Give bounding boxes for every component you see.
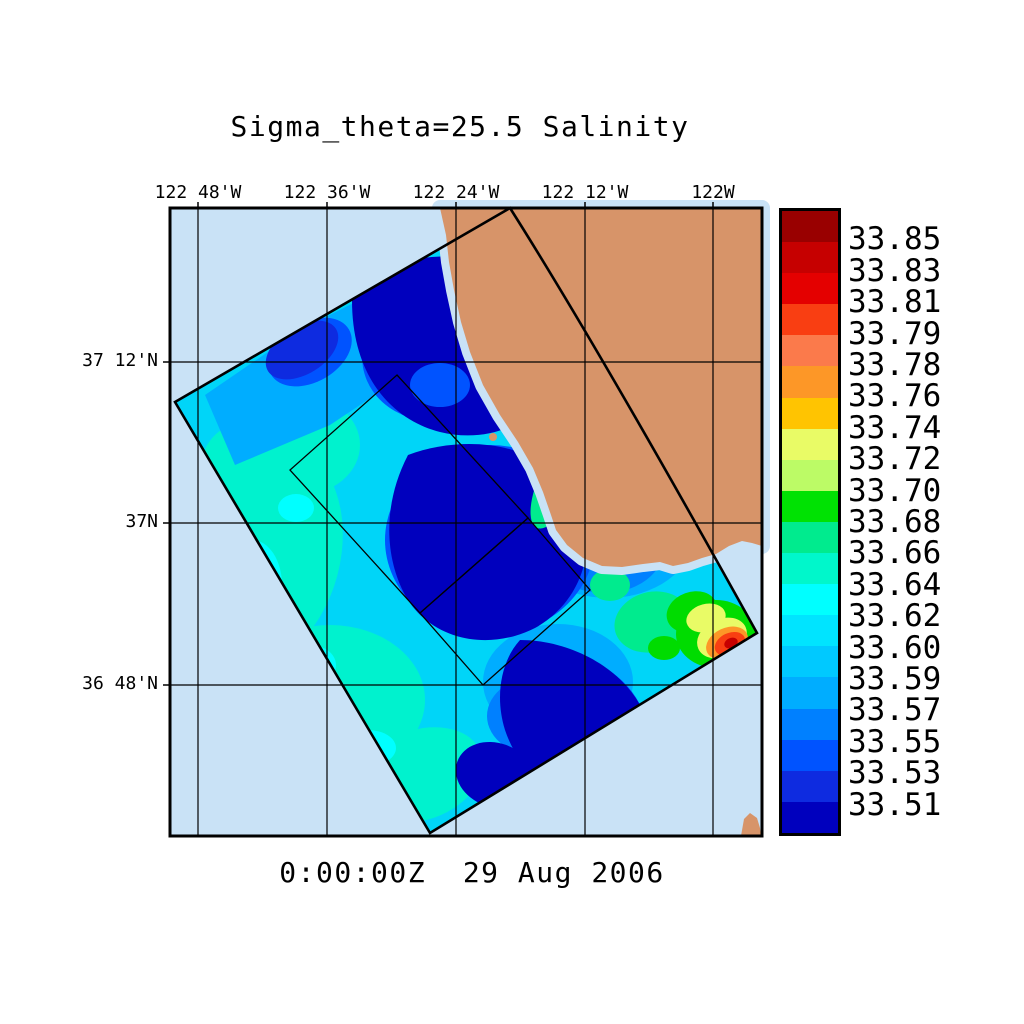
x-tick-label: 122 36'W [283,182,371,203]
colorbar-segment [782,335,838,367]
colorbar-tick-label: 33.76 [848,378,942,415]
colorbar-tick-label: 33.85 [848,221,942,258]
colorbar-tick-label: 33.51 [848,786,942,823]
x-tick-label: 122 12'W [541,182,629,203]
colorbar-tick-label: 33.55 [848,723,942,760]
colorbar-tick-label: 33.74 [848,409,942,446]
nested-domain-box-2 [419,517,591,686]
map-frame [168,206,764,838]
colorbar-segment [782,584,838,616]
colorbar-segment [782,397,838,429]
field-blob [590,569,630,601]
colorbar-segment [782,459,838,491]
colorbar-segment [782,770,838,802]
colorbar-segment [782,211,838,243]
colorbar-tick-label: 33.79 [848,315,942,352]
plot-title: Sigma_theta=25.5 Salinity [230,110,690,143]
model-domain-outline [173,206,759,835]
colorbar-tick-label: 33.57 [848,692,942,729]
colorbar-segment [782,304,838,336]
time-label: 0:00:00Z 29 Aug 2006 [279,856,665,889]
colorbar [779,208,841,836]
colorbar-segment [782,366,838,398]
y-tick-label: 37N [125,511,158,532]
colorbar-segment [782,708,838,740]
colorbar-segment [782,801,838,833]
colorbar-tick-label: 33.59 [848,661,942,697]
field-blob [648,636,680,660]
colorbar-tick-label: 33.78 [848,347,942,383]
colorbar-segment [782,615,838,647]
field-blob [278,494,314,522]
colorbar-segment [782,677,838,709]
colorbar-segment [782,739,838,771]
monterey-peninsula [741,813,761,836]
field-blob [410,363,470,407]
y-tick-label: 36 48'N [82,673,158,694]
colorbar-tick-label: 33.62 [848,598,942,635]
land-polygon [432,200,770,575]
colorbar-segment [782,521,838,554]
colorbar-tick-label: 33.81 [848,284,942,321]
x-tick-label: 122 48'W [154,182,242,203]
colorbar-tick-label: 33.53 [848,755,942,792]
colorbar-segment [782,273,838,305]
colorbar-tick-label: 33.66 [848,535,942,572]
colorbar-tick-label: 33.64 [848,566,942,603]
colorbar-tick-label: 33.70 [848,472,942,509]
y-tick-label: 37 12'N [82,350,158,371]
colorbar-segment [782,646,838,678]
colorbar-tick-label: 33.68 [848,504,942,540]
colorbar-tick-label: 33.83 [848,252,942,289]
x-tick-label: 122W [691,182,735,203]
colorbar-tick-label: 33.60 [848,629,942,666]
colorbar-segment [782,490,838,522]
x-tick-label: 122 24'W [412,182,500,203]
colorbar-tick-label: 33.72 [848,441,942,478]
colorbar-segment [782,553,838,585]
colorbar-segment [782,242,838,274]
coastal-island [489,433,497,441]
colorbar-segment [782,428,838,460]
